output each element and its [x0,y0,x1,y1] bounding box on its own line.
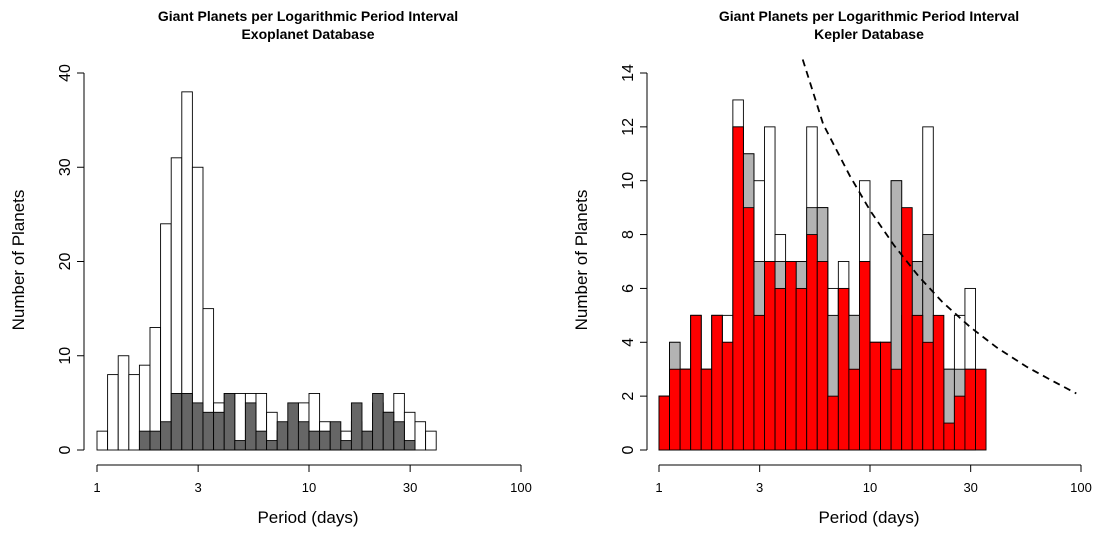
histogram-bar [415,422,426,450]
histogram-bar [330,422,341,450]
histogram-bar [849,369,860,450]
histogram-bar [245,403,256,450]
histogram-bar [235,441,246,450]
histogram-bar [691,315,702,450]
histogram-bar [764,262,775,451]
histogram-bar [965,369,976,450]
y-tick-label: 4 [620,338,637,347]
exoplanet-histogram-panel: Giant Planets per Logarithmic Period Int… [0,0,548,537]
histogram-bar [775,288,786,450]
histogram-bar [256,431,267,450]
histogram-bar [786,262,797,451]
histogram-bar [975,369,986,450]
x-axis-title: Period (days) [257,508,358,527]
histogram-bar [838,288,849,450]
histogram-bar [807,235,818,450]
x-tick-label: 1 [655,480,662,495]
histogram-bar [320,431,331,450]
histogram-bar [171,393,182,450]
y-tick-label: 40 [57,64,74,82]
histogram-bar [933,315,944,450]
histogram-bar [902,208,913,450]
histogram-bar [203,412,214,450]
histogram-bar [394,422,405,450]
x-tick-label: 100 [1070,480,1092,495]
histogram-bar [743,208,754,450]
y-tick-label: 12 [620,118,637,136]
histogram-bar [870,342,881,450]
x-tick-label: 30 [403,480,417,495]
y-axis-title: Number of Planets [572,190,591,331]
y-axis-title: Number of Planets [9,190,28,331]
x-tick-label: 100 [510,480,532,495]
histogram-bar [722,342,733,450]
y-tick-label: 10 [57,347,74,365]
histogram-bar [712,315,723,450]
histogram-bar [118,356,129,450]
kepler-histogram: Giant Planets per Logarithmic Period Int… [548,0,1095,537]
chart-title: Giant Planets per Logarithmic Period Int… [158,8,458,24]
histogram-bar [817,262,828,451]
histogram-bar [881,342,892,450]
histogram-bar [859,262,870,451]
histogram-bar [161,224,172,450]
y-tick-label: 6 [620,284,637,293]
histogram-bar [954,396,965,450]
histogram-bar [182,393,193,450]
x-tick-label: 3 [195,480,202,495]
histogram-bar [796,288,807,450]
histogram-bar [670,369,681,450]
histogram-bar [161,422,172,450]
histogram-bar [267,441,278,450]
histogram-bar [659,396,670,450]
x-axis-title: Period (days) [818,508,919,527]
x-tick-label: 30 [963,480,977,495]
histogram-bar [680,369,691,450]
histogram-bar [754,315,765,450]
histogram-bar [298,422,309,450]
histogram-bar [150,431,161,450]
x-tick-label: 10 [302,480,316,495]
chart-title: Giant Planets per Logarithmic Period Int… [719,8,1019,24]
chart-subtitle: Kepler Database [814,26,924,42]
histogram-bar [214,412,225,450]
kepler-histogram-panel: Giant Planets per Logarithmic Period Int… [548,0,1095,537]
histogram-bar [351,403,362,450]
y-tick-label: 14 [620,64,637,82]
histogram-bar [383,412,394,450]
histogram-bar [733,127,744,450]
histogram-bar [912,315,923,450]
x-tick-label: 10 [863,480,877,495]
y-tick-label: 0 [57,445,74,454]
histogram-bar [362,431,373,450]
histogram-bar [97,431,108,450]
histogram-bar [277,422,288,450]
histogram-bar [944,423,955,450]
histogram-bar [192,403,203,450]
histogram-bar [341,441,352,450]
y-tick-label: 30 [57,158,74,176]
chart-subtitle: Exoplanet Database [241,26,374,42]
histogram-bar [129,375,140,450]
histogram-bar [224,393,235,450]
y-tick-label: 20 [57,253,74,271]
histogram-bar [373,393,384,450]
histogram-bar [139,431,150,450]
histogram-bar [701,369,712,450]
histogram-bar [404,441,415,450]
histogram-bar [923,342,934,450]
histogram-bar [828,396,839,450]
histogram-bar [426,431,437,450]
histogram-bar [891,369,902,450]
y-tick-label: 0 [620,445,637,454]
x-tick-label: 3 [756,480,763,495]
exoplanet-histogram: Giant Planets per Logarithmic Period Int… [0,0,548,537]
histogram-bar [309,431,320,450]
histogram-bar [108,375,119,450]
y-tick-label: 8 [620,230,637,239]
x-tick-label: 1 [93,480,100,495]
y-tick-label: 10 [620,172,637,190]
y-tick-label: 2 [620,392,637,401]
histogram-bar [288,403,299,450]
